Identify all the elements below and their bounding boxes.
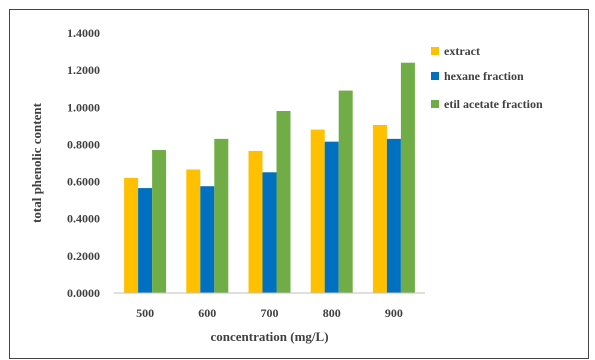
y-axis-title: total phenolic content [29, 102, 44, 223]
y-axis-ticks: 0.0000 0.2000 0.4000 0.6000 0.8000 1.0000 1.20… [67, 26, 100, 300]
legend-swatch [431, 47, 439, 55]
bar [152, 150, 167, 293]
bar [262, 172, 277, 293]
x-tick-label: 600 [198, 306, 216, 320]
y-tick-label: 0.0000 [67, 286, 100, 300]
x-tick-label: 700 [261, 306, 279, 320]
y-tick-label: 1.2000 [67, 63, 100, 77]
legend-label: extract [444, 44, 480, 58]
y-tick-label: 0.6000 [67, 175, 100, 189]
y-tick-label: 0.2000 [67, 249, 100, 263]
legend-label: etil acetate fraction [444, 97, 543, 111]
legend-swatch [431, 100, 439, 108]
bar [372, 124, 387, 293]
x-tick-label: 800 [323, 306, 341, 320]
legend-swatch [431, 72, 439, 80]
bar [124, 177, 139, 293]
legend-label: hexane fraction [444, 69, 524, 83]
chart-frame [9, 9, 589, 359]
legend: extract hexane fraction etil acetate fract… [431, 44, 543, 111]
bar [324, 141, 339, 293]
y-tick-label: 1.4000 [67, 26, 100, 40]
x-axis-title: concentration (mg/L) [210, 329, 328, 344]
x-tick-label: 900 [385, 306, 403, 320]
x-tick-label: 500 [136, 306, 154, 320]
x-axis-ticks: 500 600 700 800 900 [136, 306, 403, 320]
bar [200, 186, 215, 293]
bar [310, 129, 325, 293]
y-tick-label: 1.0000 [67, 100, 100, 114]
y-tick-label: 0.8000 [67, 137, 100, 151]
bar [400, 62, 415, 293]
bar [214, 138, 229, 293]
bar [138, 188, 153, 293]
bar [386, 138, 401, 293]
bar [276, 111, 291, 293]
bars [124, 62, 415, 293]
bar [248, 150, 263, 293]
y-tick-label: 0.4000 [67, 212, 100, 226]
bar [186, 169, 201, 293]
bar [338, 90, 353, 293]
